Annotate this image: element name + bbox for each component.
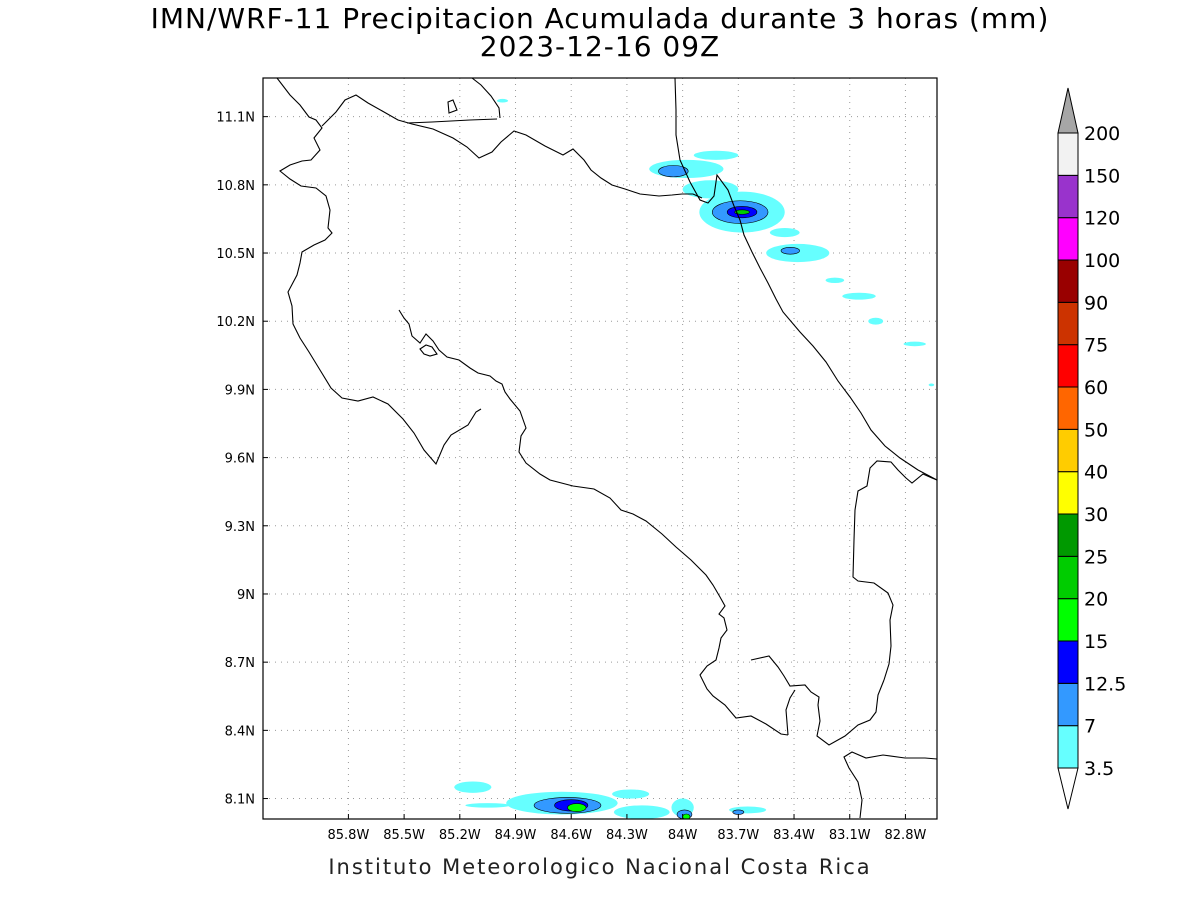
lon-tick-label: 85.5W (383, 828, 425, 843)
colorbar-level-label: 60 (1084, 377, 1108, 399)
precip-cell (612, 789, 650, 799)
lon-tick-label: 84.6W (550, 828, 592, 843)
lat-tick-label: 10.2N (216, 315, 255, 330)
golfito-shore (785, 689, 796, 736)
lat-tick-label: 8.4N (225, 724, 255, 739)
precip-cell (780, 247, 800, 255)
colorbar-swatch (1057, 217, 1079, 261)
precip-cell (496, 98, 509, 103)
colorbar-swatch (1057, 555, 1079, 600)
colorbar-level-label: 40 (1084, 462, 1108, 484)
colorbar-level-label: 50 (1084, 419, 1108, 441)
colorbar-swatch (1057, 132, 1079, 176)
pacific-coastline (276, 78, 482, 466)
precip-cell (658, 165, 689, 178)
coastline (276, 78, 937, 819)
panama-border (852, 460, 937, 681)
colorbar-level-label: 75 (1084, 335, 1108, 357)
colorbar-level-label: 90 (1084, 292, 1108, 314)
lat-tick-label: 8.7N (225, 656, 255, 671)
precip-cell (928, 383, 935, 387)
precip-cell (465, 803, 510, 808)
chira-island (419, 344, 438, 357)
lon-tick-label: 83.4W (773, 828, 815, 843)
colorbar-level-label: 7 (1084, 716, 1096, 738)
map-subtitle-date: 2023-12-16 09Z (479, 30, 721, 63)
lake-nicaragua-shore (471, 78, 501, 119)
burica-peninsula (843, 751, 937, 819)
colorbar-swatch (1057, 513, 1079, 557)
precip-cell (734, 209, 750, 215)
colorbar-swatch (1057, 259, 1079, 303)
colorbar-upper-arrow (1057, 87, 1079, 134)
precip-cell (613, 805, 670, 819)
lat-tick-label: 9.9N (225, 383, 255, 398)
precip-cell (567, 803, 587, 813)
colorbar-level-label: 120 (1084, 208, 1120, 230)
colorbar-level-label: 30 (1084, 504, 1108, 526)
lon-tick-label: 82.8W (885, 828, 927, 843)
lat-tick-label: 11.1N (216, 111, 255, 126)
lat-tick-label: 8.1N (225, 793, 255, 808)
colorbar-level-label: 150 (1084, 165, 1120, 187)
precip-cell (868, 317, 884, 325)
precip-cell (454, 781, 492, 793)
precip-cell (769, 228, 800, 238)
lat-tick-label: 10.5N (216, 247, 255, 262)
lon-tick-label: 84W (668, 828, 698, 843)
nicaragua-border (321, 94, 703, 199)
colorbar-swatch (1057, 725, 1079, 769)
precip-cell (842, 292, 876, 300)
lat-tick-label: 9.6N (225, 452, 255, 467)
colorbar-swatch (1057, 640, 1079, 684)
graticule (263, 78, 937, 819)
lat-tick-label: 10.8N (216, 179, 255, 194)
axis-ticks: 85.8W 85.5W 85.2W 84.9W 84.6W 84.3W 84W 83.7W 83… (216, 111, 926, 843)
colorbar-swatch (1057, 682, 1079, 727)
lon-tick-label: 85.8W (328, 828, 370, 843)
colorbar-swatch (1057, 428, 1079, 473)
lat-tick-label: 9.3N (225, 520, 255, 535)
precipitation-field (454, 98, 935, 819)
lat-tick-label: 9N (237, 588, 255, 603)
colorbar-swatch (1057, 598, 1079, 642)
precip-cell (903, 341, 926, 347)
colorbar-swatch (1057, 471, 1079, 515)
lake-island (447, 99, 458, 114)
nicaragua-shore (406, 118, 498, 124)
colorbar-level-label: 100 (1084, 250, 1120, 272)
colorbar-level-label: 20 (1084, 589, 1108, 611)
lon-tick-label: 83.1W (829, 828, 871, 843)
map-title: IMN/WRF-11 Precipitacion Acumulada duran… (150, 2, 1050, 35)
lon-tick-label: 85.2W (439, 828, 481, 843)
colorbar-level-label: 3.5 (1084, 758, 1114, 780)
institution-credit: Instituto Meteorologico Nacional Costa R… (328, 855, 872, 879)
nicoya-gulf-shore (398, 309, 789, 736)
lon-tick-label: 84.9W (495, 828, 537, 843)
precip-cell (825, 277, 845, 284)
colorbar-swatch (1057, 386, 1079, 430)
colorbar-swatch (1057, 301, 1079, 346)
colorbar-swatch (1057, 344, 1079, 388)
colorbar-level-label: 25 (1084, 546, 1108, 568)
osa-peninsula (750, 655, 885, 746)
colorbar-level-label: 12.5 (1084, 673, 1126, 695)
colorbar-level-label: 15 (1084, 631, 1108, 653)
colorbar-legend: 3.5 7 12.5 15 20 25 30 40 50 60 75 90 100 120 150 200 (1057, 87, 1126, 810)
colorbar-lower-arrow (1057, 767, 1079, 810)
caribbean-coastline (674, 78, 937, 481)
plot-frame (262, 77, 938, 820)
lon-tick-label: 84.3W (606, 828, 648, 843)
colorbar-level-label: 200 (1084, 123, 1120, 145)
lon-tick-label: 83.7W (717, 828, 759, 843)
colorbar-swatch (1057, 174, 1079, 219)
precip-cell (693, 150, 739, 160)
precip-cell (732, 809, 745, 815)
